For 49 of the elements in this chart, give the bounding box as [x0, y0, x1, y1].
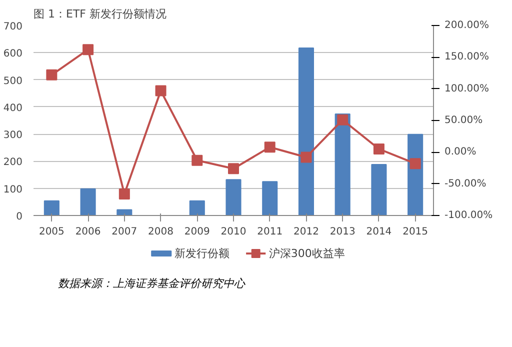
source-note: 数据来源：上海证券基金评价研究中心: [58, 277, 246, 290]
x-tick-label: 2009: [184, 226, 210, 238]
point: [373, 144, 384, 154]
y2-tick-label: 0.00%: [444, 146, 476, 158]
y-tick-label: 100: [3, 184, 23, 196]
point: [192, 154, 203, 166]
point: [82, 44, 94, 56]
x-tick-label: 2006: [75, 226, 101, 238]
y2-tick-label: -50.00%: [444, 178, 486, 190]
legend-label: 沪深300收益率: [268, 247, 345, 260]
bar: [262, 181, 278, 216]
y-tick-label: 0: [16, 212, 23, 222]
point: [118, 188, 130, 200]
bar: [226, 179, 242, 216]
point: [228, 163, 239, 174]
x-tick-label: 2015: [402, 226, 428, 238]
y2-tick-label: 200.00%: [444, 20, 489, 31]
x-tick-label: 2007: [112, 226, 138, 238]
bar: [298, 48, 314, 216]
bar: [189, 200, 205, 216]
point: [337, 114, 348, 126]
chart-title: 图 1：ETF 新发行份额情况: [34, 8, 166, 20]
y2-tick-label: -100.00%: [444, 210, 493, 221]
x-tick-label: 2013: [330, 226, 356, 238]
y2-tick-label: 50.00%: [444, 115, 483, 126]
bar: [408, 134, 424, 216]
bar: [371, 164, 387, 216]
x-tick-label: 2005: [38, 226, 64, 238]
y-tick-label: 500: [3, 76, 23, 87]
point: [300, 152, 312, 163]
y-tick-label: 400: [3, 102, 23, 114]
bar: [44, 200, 60, 216]
point: [264, 142, 276, 153]
x-tick-label: 2011: [257, 226, 283, 238]
y-tick-label: 600: [3, 48, 23, 60]
x-tick-label: 2012: [294, 226, 319, 238]
point: [410, 158, 421, 170]
point: [155, 85, 166, 96]
x-tick-label: 2008: [148, 226, 174, 238]
bar: [80, 188, 96, 216]
x-tick-label: 2010: [220, 226, 246, 238]
point: [46, 69, 58, 80]
y2-tick-label: 100.00%: [444, 83, 489, 94]
y-tick-label: 300: [3, 130, 23, 142]
x-tick-label: 2014: [366, 226, 392, 238]
y2-tick-label: 150.00%: [444, 52, 489, 63]
y-tick-label: 200: [3, 157, 23, 168]
legend-label: 新发行份额: [174, 247, 230, 260]
y-tick-label: 700: [3, 22, 23, 32]
